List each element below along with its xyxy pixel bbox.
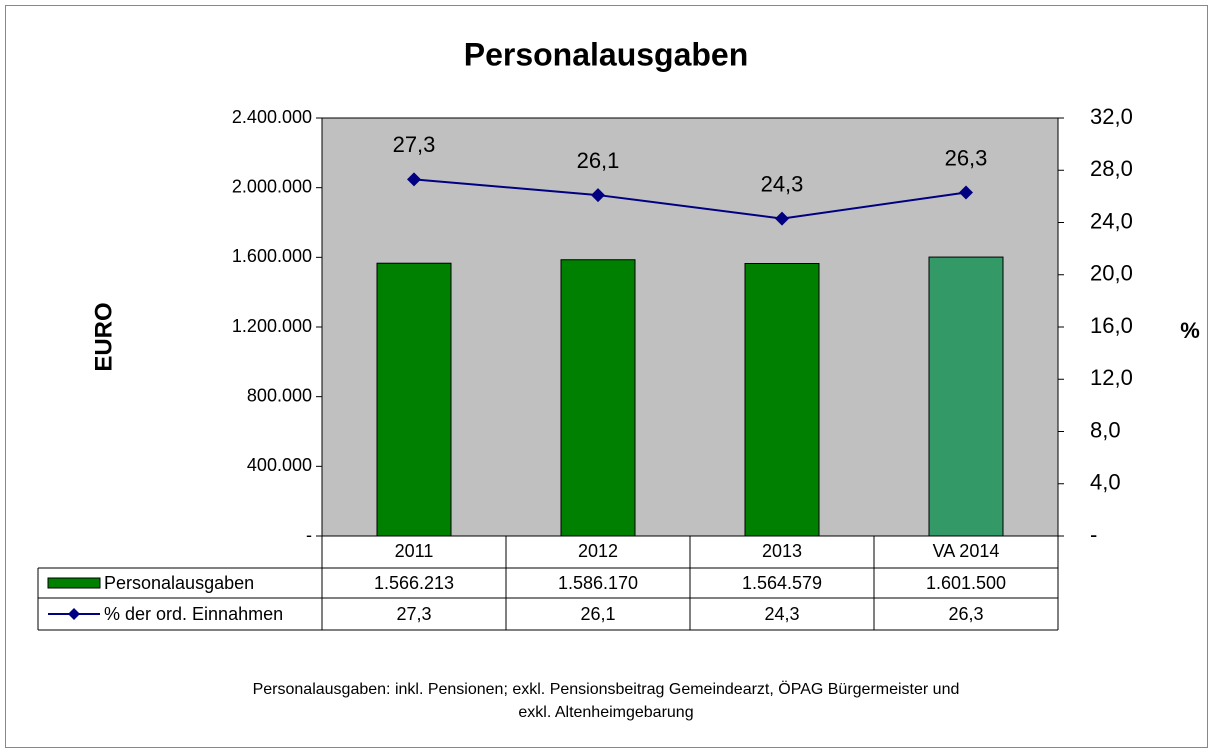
y-tick-label: -	[306, 525, 312, 545]
data-label: 26,3	[945, 145, 988, 170]
point	[591, 188, 605, 203]
bar	[744, 263, 820, 537]
legend-key	[47, 577, 101, 589]
y2-tick-label: 4,0	[1090, 470, 1121, 495]
x-tick-label: 2012	[578, 541, 618, 561]
table-cell: 27,3	[396, 604, 431, 624]
y2-tick-label: 24,0	[1090, 208, 1133, 233]
table-cell: 1.586.170	[558, 573, 638, 593]
legend-key	[68, 608, 80, 620]
chart-title: Personalausgaben	[464, 36, 749, 72]
table-cell: 1.601.500	[926, 573, 1006, 593]
y2-axis-title: %	[1180, 318, 1200, 343]
bar	[560, 259, 636, 537]
y-tick-label: 400.000	[247, 455, 312, 475]
point	[407, 172, 421, 187]
bar	[928, 256, 1004, 537]
x-tick-label: 2013	[762, 541, 802, 561]
y2-tick-label: 16,0	[1090, 313, 1133, 338]
y-tick-label: 800.000	[247, 385, 312, 405]
y-axis-title: EURO	[90, 302, 117, 371]
data-label: 27,3	[393, 132, 436, 157]
legend-label: Personalausgaben	[104, 573, 254, 593]
footnote: Personalausgaben: inkl. Pensionen; exkl.…	[253, 680, 960, 698]
y-tick-label: 2.000.000	[232, 176, 312, 196]
table-cell: 1.564.579	[742, 573, 822, 593]
y-tick-label: 1.600.000	[232, 246, 312, 266]
footnote: exkl. Altenheimgebarung	[518, 704, 693, 721]
y2-tick-label: 28,0	[1090, 156, 1133, 181]
legend-label: % der ord. Einnahmen	[104, 604, 283, 624]
table-cell: 26,1	[580, 604, 615, 624]
line	[413, 178, 967, 220]
y2-tick-label: 12,0	[1090, 365, 1133, 390]
bar	[376, 262, 452, 537]
y-tick-label: 1.200.000	[232, 316, 312, 336]
y2-tick-label: 8,0	[1090, 417, 1121, 442]
data-label: 26,1	[577, 148, 620, 173]
point	[959, 185, 973, 200]
x-tick-label: VA 2014	[933, 541, 1000, 561]
data-label: 24,3	[761, 171, 804, 196]
y2-tick-label: -	[1090, 522, 1097, 547]
x-tick-label: 2011	[395, 541, 434, 561]
point	[775, 211, 789, 226]
table-cell: 26,3	[948, 604, 983, 624]
y2-tick-label: 20,0	[1090, 261, 1133, 286]
y2-tick-label: 32,0	[1090, 104, 1133, 129]
y-tick-label: 2.400.000	[232, 107, 312, 127]
table-cell: 1.566.213	[374, 573, 454, 593]
table-cell: 24,3	[764, 604, 799, 624]
